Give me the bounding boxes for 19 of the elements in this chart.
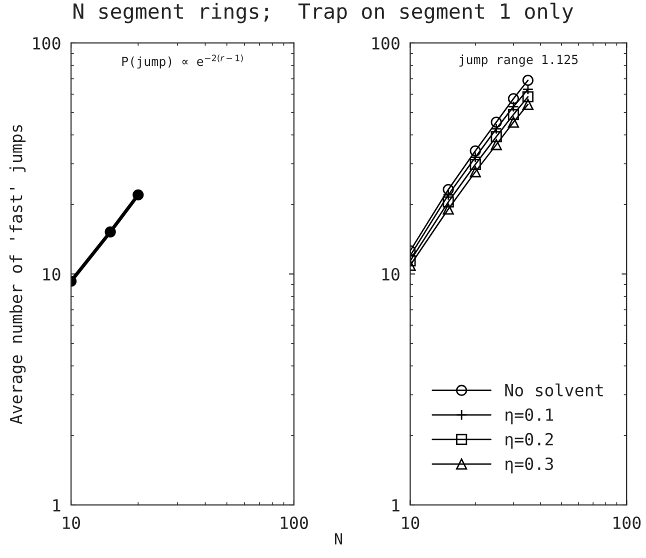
y-tick-label: 100	[372, 36, 400, 50]
x-axis-title: N	[334, 533, 342, 544]
x-tick-label: 10	[63, 516, 80, 530]
chart-title: N segment rings; Trap on segment 1 only	[74, 2, 574, 24]
legend-label: η=0.3	[506, 457, 553, 474]
y-tick-label: 1	[53, 499, 60, 512]
x-tick-label: 10	[402, 516, 420, 530]
y-tick-label: 100	[33, 36, 60, 50]
annotation: P(jump) ∝ e$^{−2(r−1)}$	[122, 54, 243, 69]
y-tick-label: 10	[43, 268, 60, 281]
legend-label: η=0.1	[506, 408, 554, 424]
y-tick-label: 1	[392, 499, 400, 512]
y-tick-label: 10	[382, 268, 400, 281]
x-tick-label: 100	[614, 516, 641, 530]
legend-label: η=0.2	[506, 432, 553, 449]
y-axis-title: Average number of 'fast' jumps	[9, 125, 26, 424]
annotation: jump range 1.125	[459, 54, 578, 67]
legend-label: No solvent	[505, 383, 603, 396]
x-tick-label: 100	[280, 516, 308, 530]
